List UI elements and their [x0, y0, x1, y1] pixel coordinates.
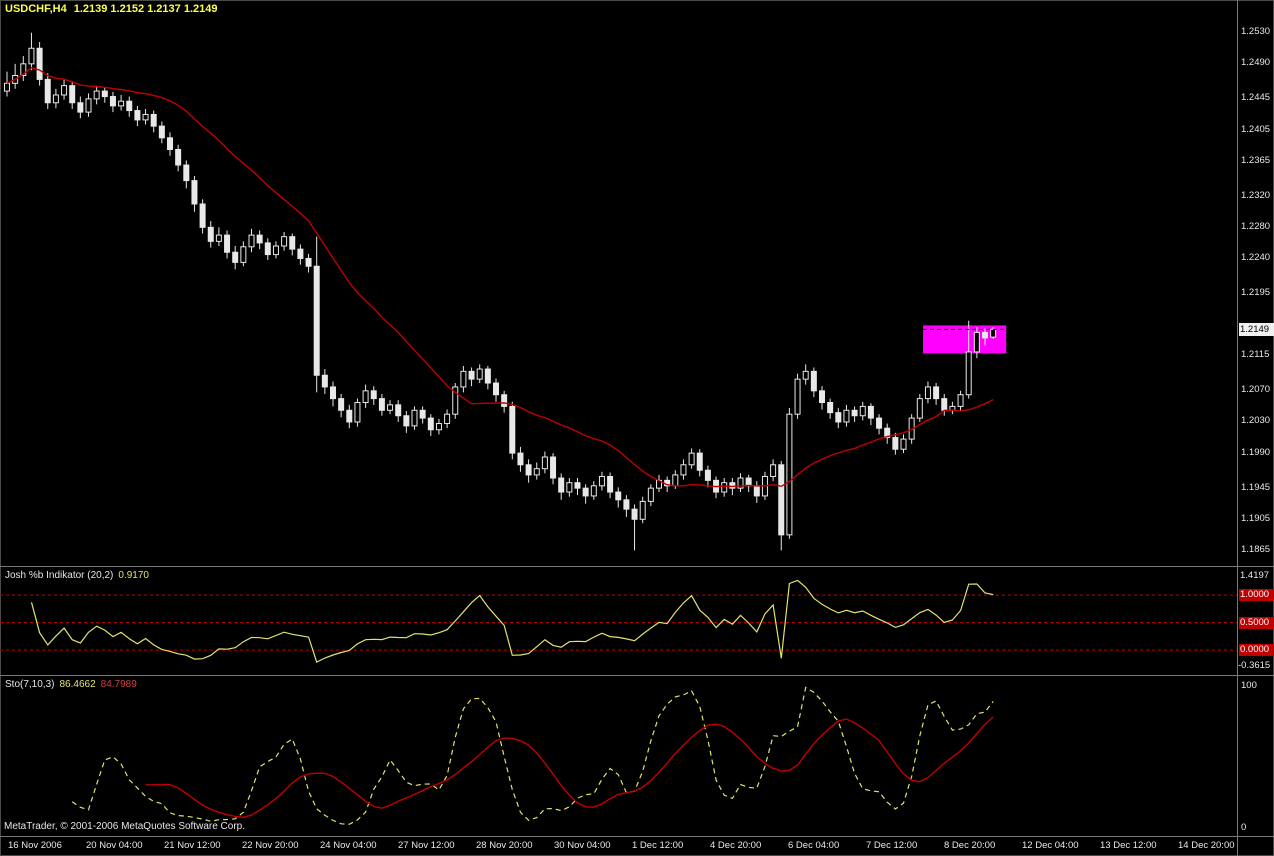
time-axis[interactable] — [0, 838, 1274, 856]
price-axis[interactable] — [1238, 0, 1274, 836]
